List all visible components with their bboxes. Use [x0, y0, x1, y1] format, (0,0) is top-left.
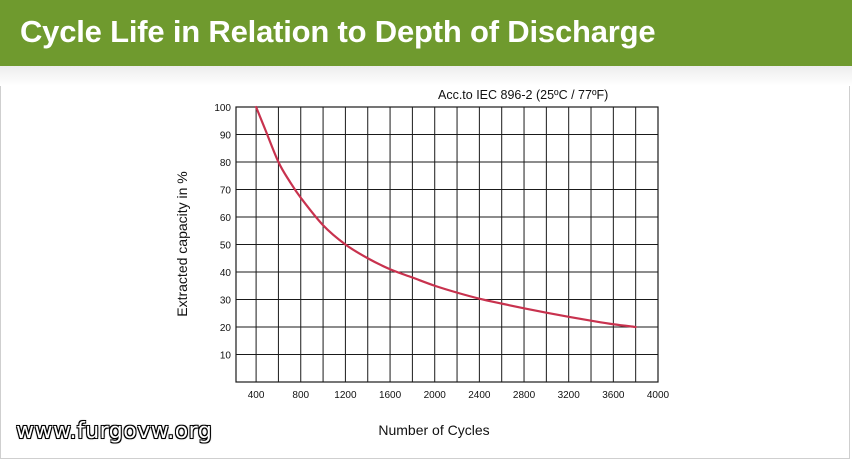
- y-tick-label: 100: [214, 103, 231, 114]
- x-tick-label: 3200: [558, 390, 581, 401]
- x-tick-labels: 400 800 1200 1600 2000 2400 2800 3200 3600 4000: [248, 390, 670, 401]
- header-bar: Cycle Life in Relation to Depth of Disch…: [0, 0, 852, 66]
- y-tick-label: 50: [220, 241, 232, 252]
- y-tick-label: 40: [220, 268, 232, 279]
- x-tick-label: 800: [292, 390, 309, 401]
- header-shadow: [0, 66, 852, 86]
- x-tick-label: 1600: [379, 390, 402, 401]
- series-line: [254, 105, 637, 329]
- y-tick-label: 60: [220, 213, 232, 224]
- y-tick-labels: 10 20 30 40 50 60 70 80 90 100: [214, 103, 231, 362]
- data-series: [254, 105, 637, 329]
- chart-grid: [235, 106, 659, 383]
- y-tick-label: 10: [220, 351, 232, 362]
- y-tick-label: 80: [220, 158, 232, 169]
- x-tick-label: 2000: [424, 390, 447, 401]
- y-axis-label: Extracted capacity in %: [174, 171, 190, 317]
- y-tick-label: 90: [220, 131, 232, 142]
- x-tick-label: 4000: [647, 390, 670, 401]
- y-tick-label: 70: [220, 186, 232, 197]
- y-tick-label: 30: [220, 296, 232, 307]
- x-tick-label: 3600: [602, 390, 625, 401]
- x-tick-label: 400: [248, 390, 265, 401]
- x-tick-label: 1200: [334, 390, 357, 401]
- standard-annotation: Acc.to IEC 896-2 (25ºC / 77ºF): [438, 88, 608, 102]
- page-title: Cycle Life in Relation to Depth of Disch…: [20, 14, 656, 49]
- watermark: www.furgovw.org: [16, 419, 213, 444]
- x-axis-label: Number of Cycles: [378, 422, 489, 438]
- x-tick-label: 2400: [468, 390, 491, 401]
- x-tick-label: 2800: [513, 390, 536, 401]
- y-tick-label: 20: [220, 323, 232, 334]
